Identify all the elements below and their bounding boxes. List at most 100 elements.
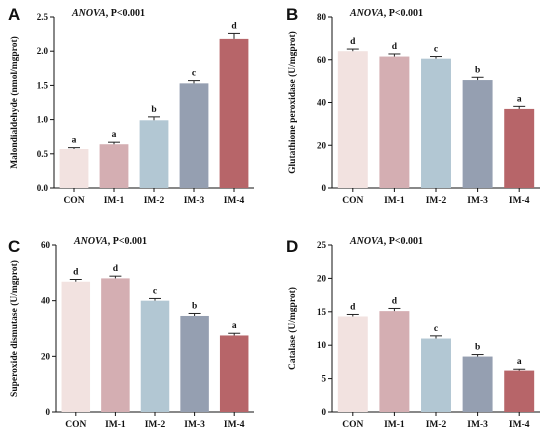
bar — [337, 51, 368, 189]
y-tick-label: 5 — [322, 374, 327, 384]
y-tick-label: 0.5 — [37, 149, 49, 159]
x-tick-label: IM-2 — [426, 196, 447, 206]
significance-letter: a — [112, 130, 117, 140]
y-tick-label: 0 — [322, 407, 327, 417]
bar — [180, 315, 209, 412]
significance-letter: a — [72, 136, 77, 146]
bar — [421, 338, 451, 412]
y-tick-label: 60 — [41, 240, 51, 250]
bar — [219, 335, 249, 412]
y-tick-label: 25 — [317, 240, 327, 250]
significance-letter: d — [73, 268, 79, 278]
bar — [462, 80, 493, 188]
bar — [59, 149, 89, 188]
x-tick-label: IM-1 — [105, 420, 126, 430]
x-tick-label: IM-2 — [426, 420, 447, 430]
x-tick-label: IM-1 — [384, 196, 405, 206]
anova-annotation: ANOVA, P<0.001 — [71, 8, 145, 19]
significance-letter: b — [151, 105, 156, 115]
panel-letter: A — [8, 5, 20, 24]
bar — [61, 281, 91, 412]
panel-B: B ANOVA, P<0.001 Glutathione peroxidase (U… — [286, 5, 540, 206]
y-tick-label: 20 — [41, 351, 51, 361]
anova-p-value: , P<0.001 — [384, 8, 423, 19]
significance-letter: d — [392, 42, 398, 52]
x-tick-label: IM-4 — [509, 196, 530, 206]
y-tick-label: 0 — [322, 183, 327, 193]
significance-letter: a — [517, 94, 522, 104]
panel-letter: D — [286, 237, 298, 256]
x-tick-label: IM-4 — [224, 196, 245, 206]
bar — [462, 356, 493, 412]
significance-letter: a — [232, 321, 237, 331]
x-tick-label: IM-1 — [104, 196, 125, 206]
bar — [379, 311, 410, 412]
significance-letter: b — [192, 301, 197, 311]
significance-letter: b — [475, 65, 480, 75]
bar — [379, 56, 410, 189]
y-tick-label: 2.5 — [37, 12, 49, 22]
anova-italic: ANOVA — [349, 8, 384, 19]
significance-letter: c — [434, 324, 438, 334]
bar — [219, 38, 249, 188]
anova-italic: ANOVA — [349, 236, 384, 247]
bar — [421, 58, 451, 189]
y-tick-label: 15 — [317, 307, 327, 317]
y-tick-label: 80 — [317, 12, 327, 22]
panel-D: D ANOVA, P<0.001 Catalase (U/mgprot) 0 5 10 15… — [286, 236, 540, 430]
significance-letter: d — [113, 264, 119, 274]
significance-letter: c — [192, 69, 196, 79]
y-tick-label: 1.0 — [37, 115, 49, 125]
significance-letter: c — [153, 286, 157, 296]
significance-letter: b — [475, 343, 480, 353]
bar — [140, 300, 170, 412]
y-tick-label: 40 — [317, 98, 327, 108]
bar — [504, 370, 535, 412]
x-tick-label: IM-3 — [467, 196, 488, 206]
bar — [504, 108, 535, 188]
bar — [139, 120, 169, 188]
y-tick-label: 20 — [317, 273, 327, 283]
x-tick-label: CON — [342, 196, 363, 206]
bar — [179, 83, 209, 188]
y-tick-label: 20 — [317, 140, 327, 150]
panel-C: C ANOVA, P<0.001 Superoxide dismutase (U/m… — [8, 236, 254, 430]
x-tick-label: IM-4 — [509, 420, 530, 430]
anova-p-value: , P<0.001 — [108, 236, 147, 247]
x-tick-label: IM-4 — [224, 420, 245, 430]
x-tick-label: IM-2 — [145, 420, 166, 430]
y-axis-label: Glutathione peroxidase (U/mgprot) — [287, 31, 298, 174]
x-tick-label: CON — [63, 196, 84, 206]
y-tick-label: 60 — [317, 55, 327, 65]
x-tick-label: IM-3 — [467, 420, 488, 430]
y-axis-label: Malondialdehyde (nmol/mgprot) — [9, 36, 20, 169]
y-axis-label: Superoxide dismutase (U/mgprot) — [9, 260, 20, 397]
y-tick-label: 40 — [41, 296, 51, 306]
anova-italic: ANOVA — [73, 236, 108, 247]
panel-A: A ANOVA, P<0.001 Malondialdehyde (nmol/mgp… — [8, 5, 254, 206]
x-tick-label: IM-3 — [184, 420, 205, 430]
x-tick-label: IM-3 — [184, 196, 205, 206]
panel-letter: C — [8, 237, 20, 256]
significance-letter: d — [350, 37, 356, 47]
x-tick-label: CON — [342, 420, 363, 430]
bar — [101, 278, 130, 412]
x-tick-label: IM-2 — [144, 196, 165, 206]
anova-italic: ANOVA — [71, 8, 106, 19]
anova-annotation: ANOVA, P<0.001 — [73, 236, 147, 247]
bar — [99, 144, 129, 188]
y-tick-label: 2.0 — [37, 46, 49, 56]
y-tick-label: 0.0 — [37, 183, 49, 193]
significance-letter: d — [231, 21, 237, 31]
anova-annotation: ANOVA, P<0.001 — [349, 8, 423, 19]
significance-letter: d — [350, 302, 356, 312]
anova-annotation: ANOVA, P<0.001 — [349, 236, 423, 247]
x-tick-label: CON — [65, 420, 86, 430]
panel-letter: B — [286, 5, 298, 24]
x-tick-label: IM-1 — [384, 420, 405, 430]
significance-letter: d — [392, 296, 398, 306]
significance-letter: a — [517, 357, 522, 367]
y-axis-label: Catalase (U/mgprot) — [287, 287, 298, 370]
y-tick-label: 10 — [317, 340, 327, 350]
